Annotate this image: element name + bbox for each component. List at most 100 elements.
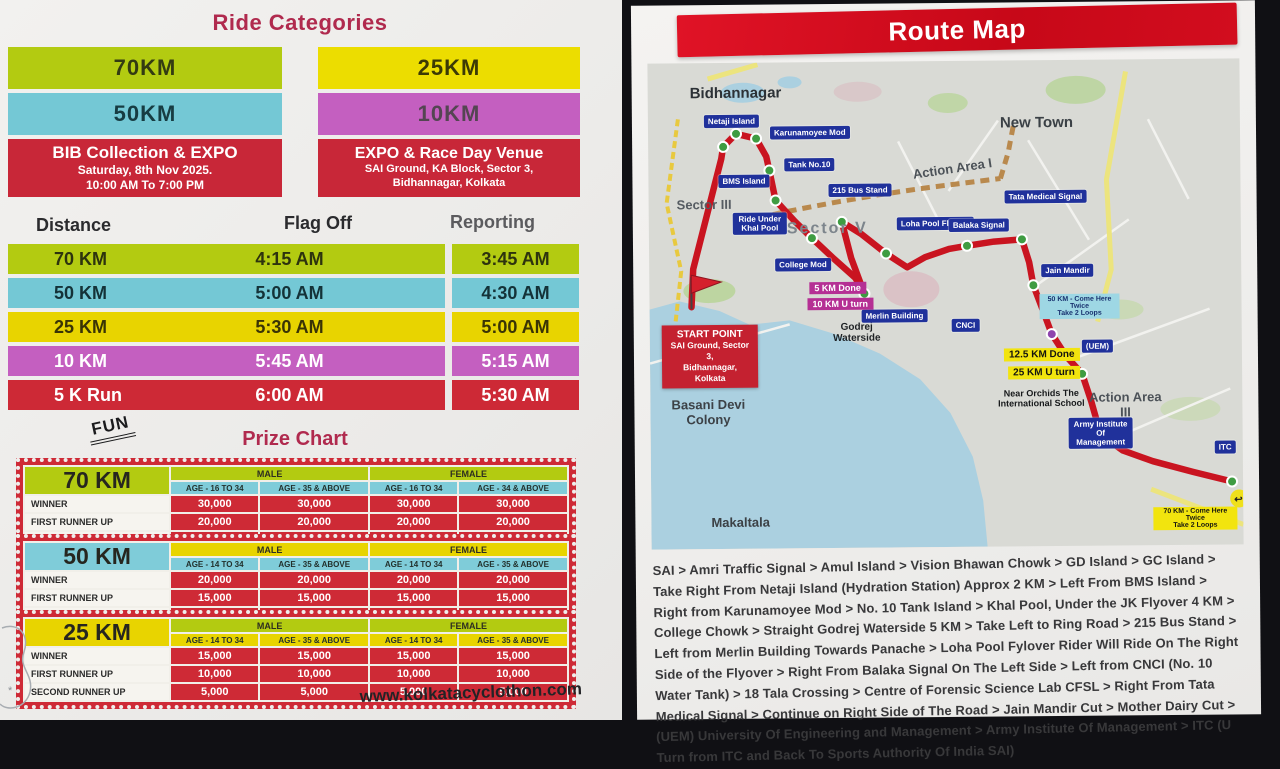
schedule-distance: 10 KM — [54, 351, 204, 372]
gender-header-female: FEMALE — [370, 467, 567, 480]
waypoint-label-cnci: CNCI — [952, 319, 980, 332]
venue-line1: SAI Ground, KA Block, Sector 3, — [365, 163, 533, 177]
place-label-bidhannagar: Bidhannagar — [690, 84, 782, 102]
age-header: AGE - 35 & ABOVE — [260, 634, 368, 646]
age-header: AGE - 16 TO 34 — [370, 482, 457, 494]
ride-categories-title: Ride Categories — [0, 10, 600, 36]
schedule-header-distance: Distance — [36, 215, 111, 236]
prize-value: 15,000 — [370, 648, 457, 664]
place-label-near-orchids: Near Orchids The International School — [994, 388, 1088, 409]
prize-value: 20,000 — [370, 572, 457, 588]
bib-collection-box: BIB Collection & EXPO Saturday, 8th Nov … — [8, 139, 282, 197]
age-header: AGE - 14 TO 34 — [171, 558, 258, 570]
prize-value: 5,000 — [171, 684, 258, 700]
svg-text:↩: ↩ — [1234, 494, 1243, 505]
schedule-distance: 70 KM — [54, 249, 204, 270]
marker-12-5km-done: 12.5 KM Done — [1004, 348, 1080, 362]
schedule-flagoff: 6:00 AM — [204, 385, 375, 406]
ride-categories-poster: Ride Categories 70KM 25KM 50KM 10KM BIB … — [0, 0, 622, 720]
start-point-label: START POINT SAI Ground, Sector 3, Bidhan… — [662, 325, 759, 389]
schedule-reporting: 5:15 AM — [481, 351, 549, 372]
prize-value: 15,000 — [171, 648, 258, 664]
waypoint-label-balaka-signal: Balaka Signal — [949, 218, 1009, 232]
age-header: AGE - 35 & ABOVE — [260, 482, 368, 494]
place-label-basani-devi-colony: Basani Devi Colony — [670, 397, 746, 428]
gender-header-female: FEMALE — [370, 619, 567, 632]
category-label: 50KM — [114, 101, 177, 127]
loop-waypoint-dot — [1047, 329, 1057, 339]
age-header: AGE - 34 & ABOVE — [459, 482, 567, 494]
place-label-makaltala: Makaltala — [711, 515, 770, 531]
schedule-distance: 50 KM — [54, 283, 204, 304]
schedule-header-reporting: Reporting — [450, 212, 535, 233]
route-map: ↩ Bidhannagar New Town Sector III Sector… — [647, 58, 1243, 549]
bib-title: BIB Collection & EXPO — [52, 143, 237, 163]
prize-value: 20,000 — [370, 514, 457, 530]
gender-header-male: MALE — [171, 619, 368, 632]
prize-distance: 50 KM — [25, 543, 169, 570]
schedule-row: 25 KM 5:30 AM — [8, 312, 445, 342]
place-label-godrej-waterside: Godrej Waterside — [826, 322, 888, 345]
category-bar-50km: 50KM — [8, 93, 282, 135]
marker-70km-loop-line2: Take 2 Loops — [1173, 522, 1217, 529]
waypoint-label-army-institute: Army Institute Of Management — [1069, 417, 1133, 449]
marker-70km-loop: 70 KM - Come Here Twice Take 2 Loops — [1153, 506, 1237, 530]
category-bar-25km: 25KM — [318, 47, 580, 89]
route-map-poster: Route Map — [631, 0, 1261, 719]
schedule-reporting: 5:00 AM — [481, 317, 549, 338]
waypoint-label-tank-no10: Tank No.10 — [784, 158, 834, 171]
prize-value: 15,000 — [459, 648, 567, 664]
gender-header-female: FEMALE — [370, 543, 567, 556]
marker-25km-uturn: 25 KM U turn — [1008, 366, 1080, 380]
schedule-distance: 5 K Run — [54, 385, 204, 406]
prize-value: 20,000 — [260, 514, 368, 530]
route-description: SAI > Amri Traffic Signal > Amul Island … — [652, 549, 1244, 769]
waypoint-label-college-mod: College Mod — [775, 258, 831, 271]
category-label: 70KM — [114, 55, 177, 81]
age-header: AGE - 14 TO 34 — [370, 634, 457, 646]
route-map-title: Route Map — [888, 13, 1026, 47]
prize-value: 20,000 — [171, 572, 258, 588]
waypoint-label-netaji-island: Netaji Island — [704, 115, 759, 128]
waypoint-label-ride-under-khal-pool: Ride Under Khal Pool — [733, 212, 787, 234]
venue-title: EXPO & Race Day Venue — [355, 145, 544, 163]
schedule-distance: 25 KM — [54, 317, 204, 338]
prize-row-label: WINNER — [25, 496, 169, 512]
schedule-reporting: 4:30 AM — [481, 283, 549, 304]
marker-70km-loop-line1: 70 KM - Come Here Twice — [1163, 508, 1227, 522]
prize-value: 20,000 — [171, 514, 258, 530]
start-point-line1: SAI Ground, Sector 3, — [668, 340, 752, 363]
age-header: AGE - 14 TO 34 — [171, 634, 258, 646]
pencil-sketch-decoration: * — [0, 608, 80, 720]
age-header: AGE - 16 TO 34 — [171, 482, 258, 494]
category-label: 10KM — [418, 101, 481, 127]
schedule-reporting-cell: 5:30 AM — [452, 380, 579, 410]
prize-row-label: FIRST RUNNER UP — [25, 590, 169, 606]
age-header: AGE - 35 & ABOVE — [459, 634, 567, 646]
waypoint-label-215-bus-stand: 215 Bus Stand — [828, 183, 891, 197]
age-header: AGE - 14 TO 34 — [370, 558, 457, 570]
schedule-flagoff: 4:15 AM — [204, 249, 375, 270]
venue-box: EXPO & Race Day Venue SAI Ground, KA Blo… — [318, 139, 580, 197]
marker-50km-loop-line1: 50 KM - Come Here Twice — [1048, 296, 1112, 310]
schedule-reporting-cell: 4:30 AM — [452, 278, 579, 308]
prize-chart-title: Prize Chart — [0, 428, 590, 451]
gender-header-male: MALE — [171, 543, 368, 556]
category-bar-10km: 10KM — [318, 93, 580, 135]
schedule-row: 70 KM 4:15 AM — [8, 244, 445, 274]
prize-value: 20,000 — [459, 514, 567, 530]
prize-value: 20,000 — [260, 572, 368, 588]
prize-value: 30,000 — [370, 496, 457, 512]
schedule-header-flagoff: Flag Off — [284, 213, 352, 234]
age-header: AGE - 35 & ABOVE — [260, 558, 368, 570]
prize-value: 15,000 — [260, 590, 368, 606]
prize-row-label: FIRST RUNNER UP — [25, 514, 169, 530]
waypoint-label-jain-mandir: Jain Mandir — [1041, 264, 1094, 277]
start-point-line2: Bidhannagar, Kolkata — [668, 362, 752, 385]
prize-distance: 70 KM — [25, 467, 169, 494]
venue-line2: Bidhannagar, Kolkata — [393, 177, 505, 191]
prize-value: 30,000 — [171, 496, 258, 512]
place-label-action-area-iii: Action Area III — [1086, 389, 1164, 420]
waypoint-label-merlin-building: Merlin Building — [862, 309, 928, 323]
prize-value: 15,000 — [171, 590, 258, 606]
